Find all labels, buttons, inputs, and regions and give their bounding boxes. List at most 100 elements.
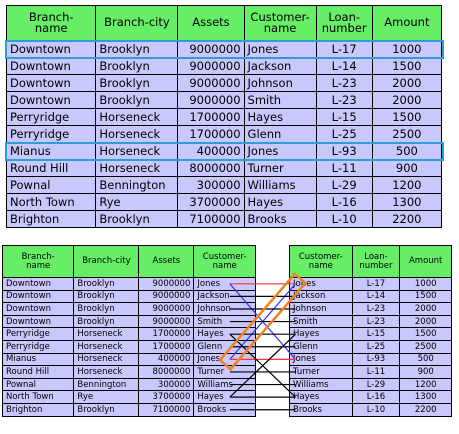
right-table-body: Jones L-17 1000 Jackson L-14 1500 Johnson L-23 2… xyxy=(289,277,452,417)
top-table-row: Downtown Brooklyn 9000000 Jackson L-14 1500 xyxy=(5,57,443,75)
top-cell: Brooklyn xyxy=(95,40,179,58)
top-table-row: Perryridge Horseneck 1700000 Hayes L-15 1500 xyxy=(5,108,443,126)
top-header-row: Branch-name Branch-city Assets Customer-nam… xyxy=(5,5,443,41)
top-cell: 2200 xyxy=(371,210,443,228)
top-cell: 3700000 xyxy=(177,193,245,211)
right-cell: 1200 xyxy=(399,377,452,392)
top-cell: Brooks xyxy=(243,210,317,228)
left-cell: Jones xyxy=(193,277,256,291)
top-cell: Horseneck xyxy=(95,125,179,143)
right-cell: 1500 xyxy=(399,289,452,304)
right-header-0: Customer-name xyxy=(289,245,353,278)
left-cell: Mianus xyxy=(1,352,75,367)
top-cell: Downtown xyxy=(5,74,97,92)
top-cell: Perryridge xyxy=(5,108,97,126)
top-table-row: Downtown Brooklyn 9000000 Jones L-17 1000 xyxy=(5,40,443,58)
top-cell: 2000 xyxy=(371,91,443,109)
right-table-row: Jones L-17 1000 xyxy=(289,277,452,291)
top-table-row: Pownal Bennington 300000 Williams L-29 1200 xyxy=(5,176,443,194)
left-cell: Perryridge xyxy=(1,327,75,341)
top-cell: Brooklyn xyxy=(95,91,179,109)
left-header-row: Branch-name Branch-city Assets Customer-nam… xyxy=(1,245,256,278)
left-cell: 9000000 xyxy=(138,289,195,304)
top-header-4: Loan-number xyxy=(315,5,373,41)
right-cell: Smith xyxy=(289,314,353,329)
top-cell: 500 xyxy=(371,142,443,160)
left-cell: Round Hill xyxy=(1,365,75,379)
left-table-row: Mianus Horseneck 400000 Jones xyxy=(1,352,256,367)
left-cell: Brighton xyxy=(1,402,75,417)
right-table-row: Brooks L-10 2200 xyxy=(289,402,452,417)
left-cell: 9000000 xyxy=(138,277,195,291)
top-cell: North Town xyxy=(5,193,97,211)
top-cell: Hayes xyxy=(243,108,317,126)
top-cell: L-11 xyxy=(315,159,373,177)
right-cell: 2200 xyxy=(399,402,452,417)
left-header-1: Branch-city xyxy=(73,245,140,278)
top-table-row: Downtown Brooklyn 9000000 Johnson L-23 2000 xyxy=(5,74,443,92)
top-cell: L-29 xyxy=(315,176,373,194)
right-cell: 1300 xyxy=(399,390,452,404)
right-cell: L-14 xyxy=(351,289,401,304)
right-table-row: Jones L-93 500 xyxy=(289,352,452,367)
top-cell: 8000000 xyxy=(177,159,245,177)
right-cell: L-93 xyxy=(351,352,401,367)
right-table-row: Jackson L-14 1500 xyxy=(289,289,452,304)
right-cell: Jones xyxy=(289,277,353,291)
top-cell: Brighton xyxy=(5,210,97,228)
left-cell: 300000 xyxy=(138,377,195,392)
right-cell: Johnson xyxy=(289,302,353,316)
right-cell: 2500 xyxy=(399,339,452,354)
top-cell: 9000000 xyxy=(177,40,245,58)
top-cell: L-16 xyxy=(315,193,373,211)
branch-customer-table: Branch-name Branch-city Assets Customer-nam… xyxy=(1,245,256,417)
top-cell: 1500 xyxy=(371,108,443,126)
top-cell: 1000 xyxy=(371,40,443,58)
right-cell: L-29 xyxy=(351,377,401,392)
top-cell: Downtown xyxy=(5,57,97,75)
top-header-2: Assets xyxy=(177,5,245,41)
top-cell: 7100000 xyxy=(177,210,245,228)
right-table-row: Hayes L-16 1300 xyxy=(289,390,452,404)
left-cell: Hayes xyxy=(193,390,256,404)
top-cell: 9000000 xyxy=(177,91,245,109)
right-cell: L-23 xyxy=(351,302,401,316)
top-cell: 1200 xyxy=(371,176,443,194)
right-cell: Jones xyxy=(289,352,353,367)
left-header-2: Assets xyxy=(138,245,195,278)
top-cell: L-14 xyxy=(315,57,373,75)
right-cell: Jackson xyxy=(289,289,353,304)
left-table-row: Perryridge Horseneck 1700000 Hayes xyxy=(1,327,256,341)
right-cell: 1000 xyxy=(399,277,452,291)
top-cell: Mianus xyxy=(5,142,97,160)
right-table-row: Glenn L-25 2500 xyxy=(289,339,452,354)
right-cell: Glenn xyxy=(289,339,353,354)
top-cell: L-15 xyxy=(315,108,373,126)
left-cell: Horseneck xyxy=(73,352,140,367)
top-table-row: Mianus Horseneck 400000 Jones L-93 500 xyxy=(5,142,443,160)
left-cell: Brooklyn xyxy=(73,314,140,329)
left-cell: 7100000 xyxy=(138,402,195,417)
left-table-row: Round Hill Horseneck 8000000 Turner xyxy=(1,365,256,379)
left-table-row: Downtown Brooklyn 9000000 Jackson xyxy=(1,289,256,304)
right-table-row: Johnson L-23 2000 xyxy=(289,302,452,316)
top-cell: Downtown xyxy=(5,91,97,109)
right-cell: 2000 xyxy=(399,302,452,316)
top-cell: Horseneck xyxy=(95,159,179,177)
top-cell: Downtown xyxy=(5,40,97,58)
right-cell: Turner xyxy=(289,365,353,379)
top-header-0: Branch-name xyxy=(5,5,97,41)
left-cell: Downtown xyxy=(1,302,75,316)
top-table-row: North Town Rye 3700000 Hayes L-16 1300 xyxy=(5,193,443,211)
top-table-row: Round Hill Horseneck 8000000 Turner L-11 900 xyxy=(5,159,443,177)
top-table-row: Perryridge Horseneck 1700000 Glenn L-25 2500 xyxy=(5,125,443,143)
left-table-row: Pownal Bennington 300000 Williams xyxy=(1,377,256,392)
right-header-2: Amount xyxy=(399,245,452,278)
top-cell: Jones xyxy=(243,142,317,160)
top-cell: Pownal xyxy=(5,176,97,194)
right-table-row: Turner L-11 900 xyxy=(289,365,452,379)
left-cell: 9000000 xyxy=(138,314,195,329)
left-cell: Williams xyxy=(193,377,256,392)
left-cell: Downtown xyxy=(1,277,75,291)
top-cell: L-10 xyxy=(315,210,373,228)
